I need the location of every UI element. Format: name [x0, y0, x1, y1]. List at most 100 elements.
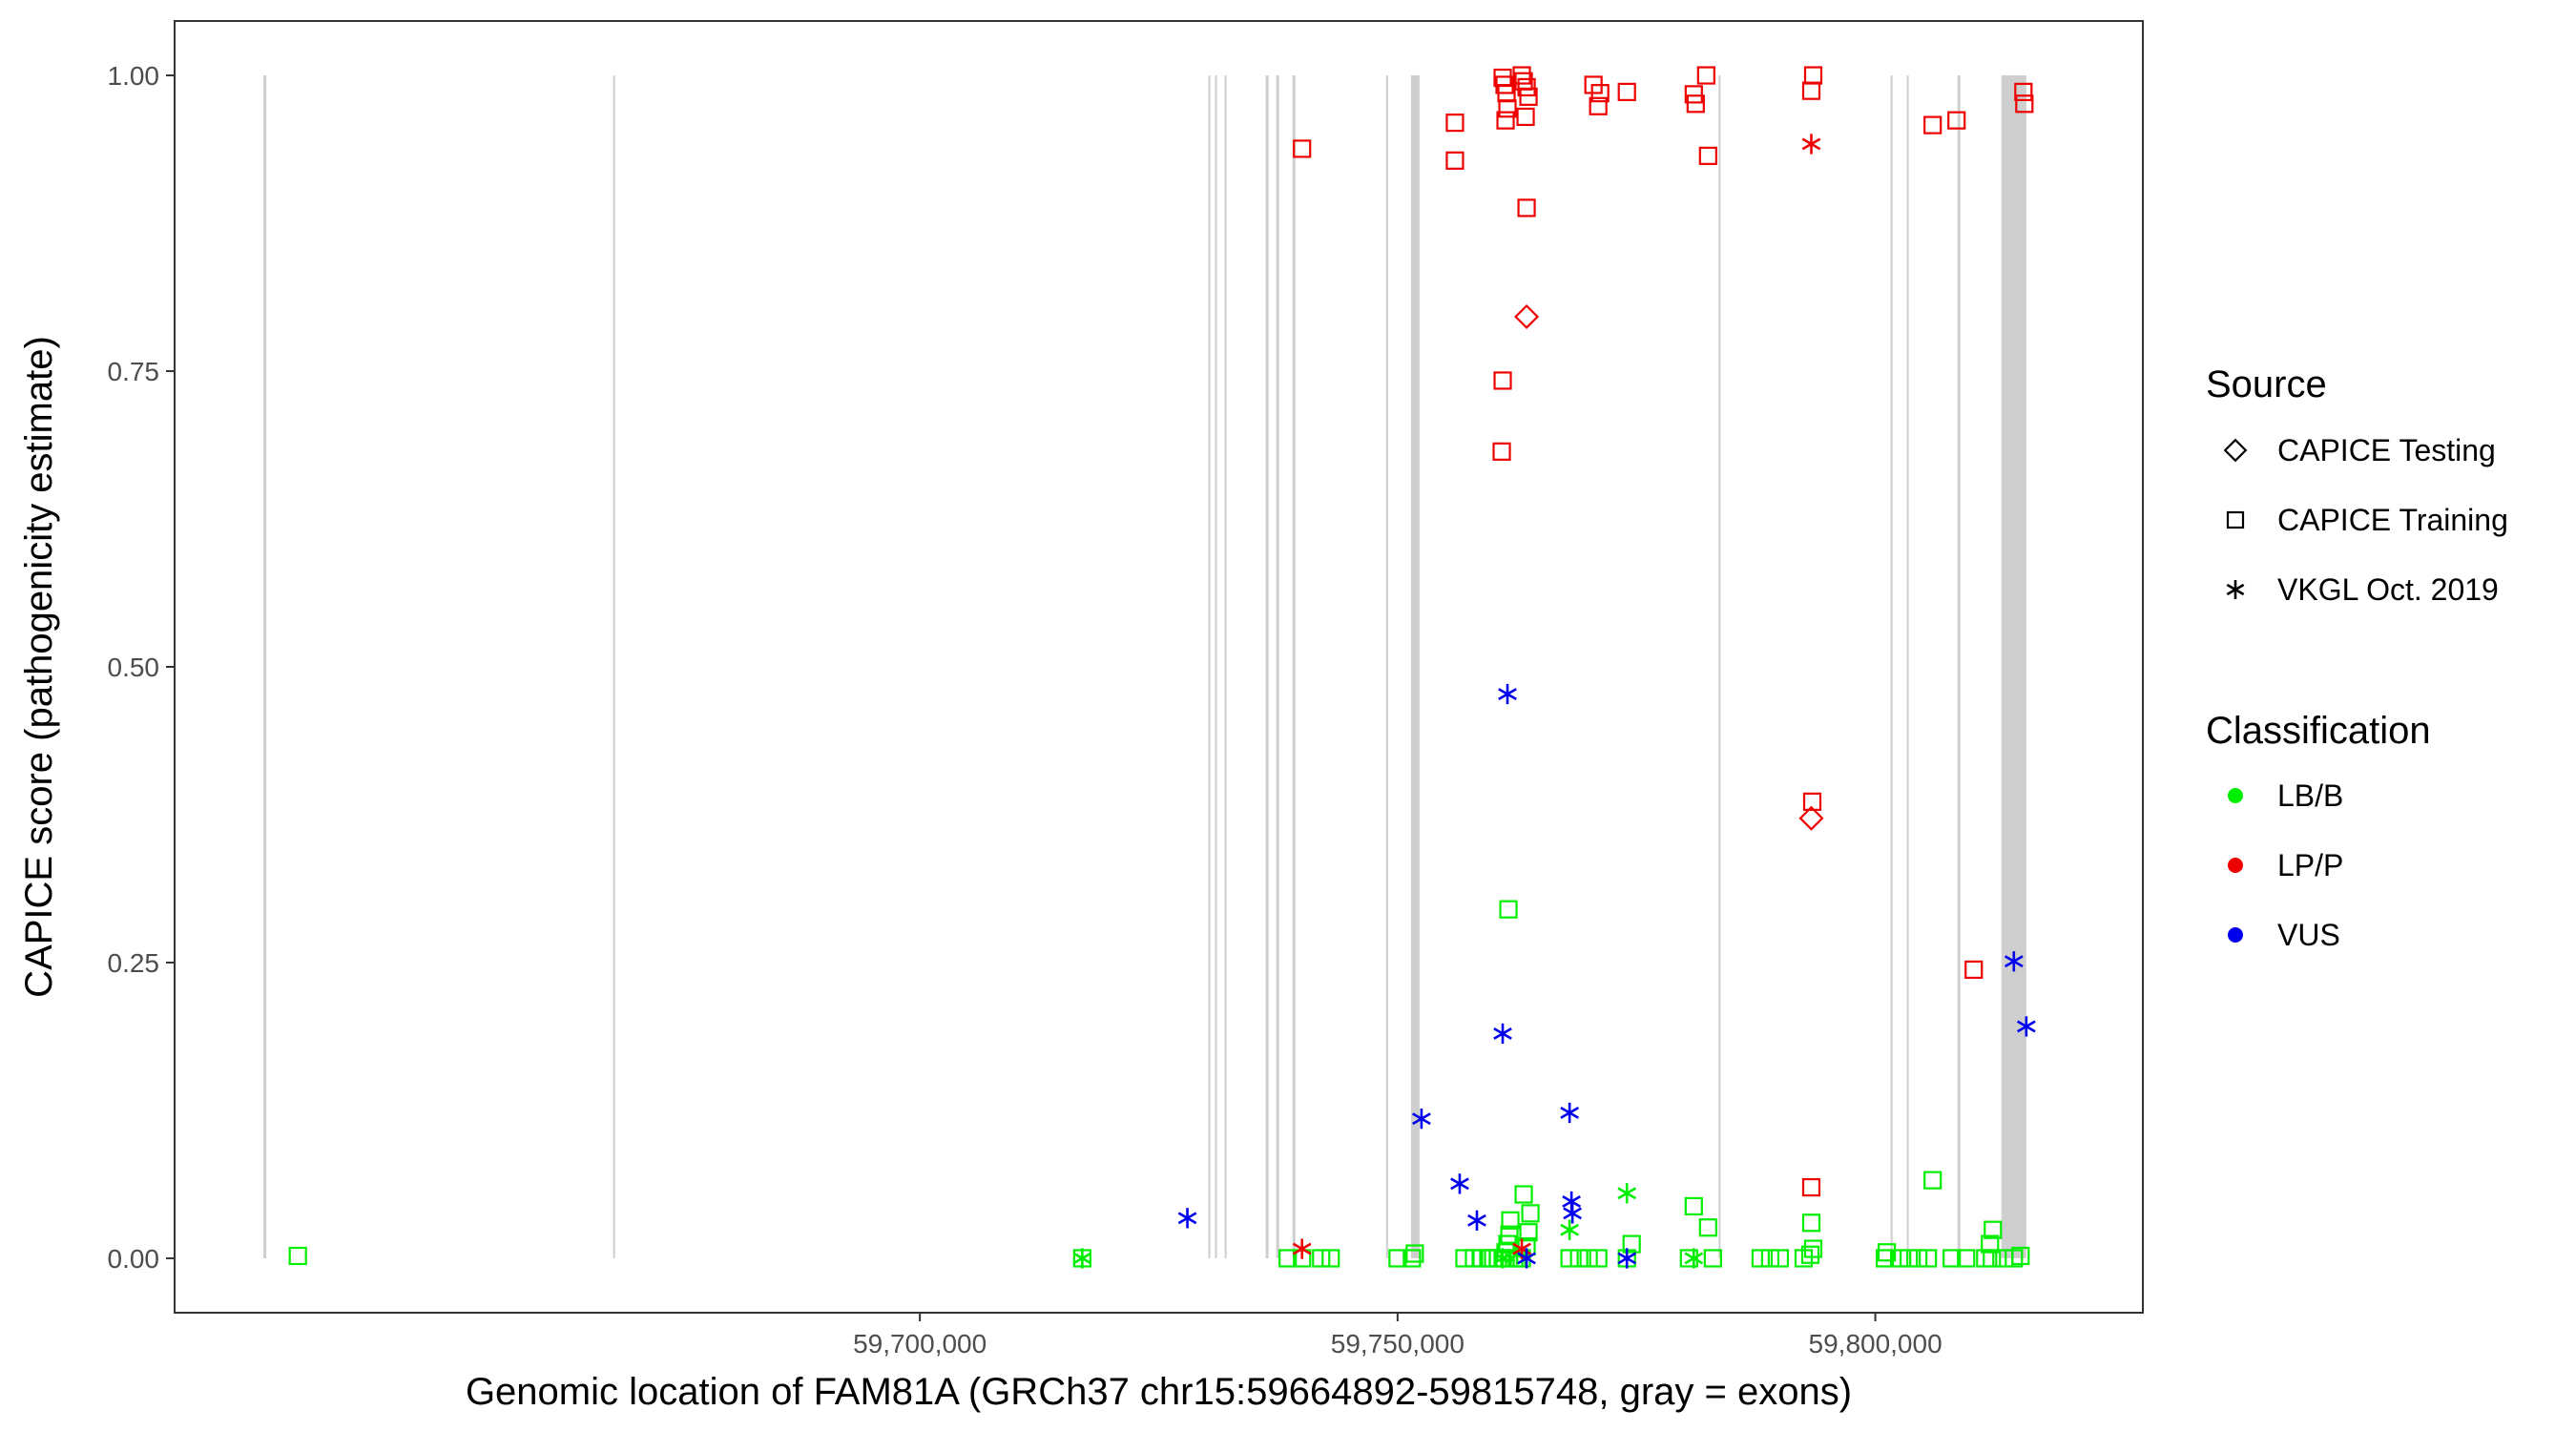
legend-label: LP/P [2277, 848, 2343, 882]
data-point [1760, 1249, 1780, 1268]
data-point [1684, 1248, 1704, 1269]
y-tick-label: 0.00 [108, 1244, 160, 1274]
y-tick-label: 0.50 [108, 653, 160, 682]
data-point [1919, 1249, 1938, 1268]
data-point [1493, 371, 1512, 390]
data-point [1798, 805, 1824, 831]
data-point [1890, 1249, 1909, 1268]
data-point [1312, 1249, 1331, 1268]
legend-classification: Classification LB/B LP/P VUS [2206, 710, 2431, 952]
legend-title: Source [2206, 363, 2327, 405]
data-point [1445, 151, 1465, 170]
data-point [1801, 81, 1821, 100]
data-point [1684, 1196, 1703, 1216]
data-point [1521, 1204, 1540, 1223]
data-point [1496, 111, 1515, 130]
data-point [1293, 139, 1312, 158]
data-point [2011, 1246, 2030, 1266]
data-point [1617, 1248, 1637, 1269]
data-point [1909, 1249, 1928, 1268]
legend-label: CAPICE Training [2277, 503, 2508, 537]
exon-band [1224, 75, 1227, 1258]
data-point [1698, 1218, 1717, 1237]
data-point [1493, 1248, 1512, 1269]
data-point [1589, 96, 1608, 115]
legend-title: Classification [2206, 710, 2431, 752]
exon-band [2001, 75, 2026, 1258]
data-point [2004, 951, 2024, 972]
exon-band [1410, 75, 1420, 1258]
data-point [1622, 1234, 1641, 1254]
data-point [2016, 1016, 2036, 1037]
data-point [1450, 1173, 1469, 1194]
data-point [1947, 111, 1966, 130]
data-point [1923, 1171, 1942, 1190]
data-point [1703, 1249, 1722, 1268]
legend-key [2226, 510, 2245, 529]
legend-key [2226, 580, 2245, 599]
data-point [1514, 303, 1540, 330]
data-point [1514, 1185, 1533, 1204]
exon-band [1265, 75, 1269, 1258]
y-tick-label: 0.25 [108, 948, 160, 978]
data-point [1684, 85, 1703, 104]
exon-band [1276, 75, 1279, 1258]
data-point [1492, 442, 1511, 461]
x-tick-label: 59,750,000 [1331, 1329, 1465, 1358]
legend-key [2228, 927, 2243, 943]
exon-band [1718, 75, 1721, 1258]
data-point [1696, 66, 1715, 85]
data-point [1512, 66, 1531, 85]
exon-bands [263, 75, 2026, 1258]
x-axis: 59,700,000 59,750,000 59,800,000 [853, 1313, 1942, 1358]
data-point [1412, 1109, 1431, 1130]
y-tick-label: 0.75 [108, 357, 160, 386]
data-point [1519, 1223, 1538, 1242]
data-point [1292, 1238, 1312, 1259]
data-point [1679, 1249, 1698, 1268]
data-point [1984, 1220, 2003, 1239]
data-point [1957, 1249, 1976, 1268]
data-point [1698, 146, 1717, 165]
data-point [288, 1246, 307, 1266]
y-axis: 0.00 0.25 0.50 0.75 1.00 [108, 61, 175, 1274]
data-point [1923, 115, 1942, 135]
y-axis-title: CAPICE score (pathogenicity estimate) [18, 336, 60, 998]
data-point [1983, 1249, 2002, 1268]
data-point [1445, 114, 1465, 133]
data-point [1516, 107, 1535, 127]
data-point [1321, 1249, 1340, 1268]
x-tick-label: 59,700,000 [853, 1329, 987, 1358]
legend: Source CAPICE Testing CAPICE Training VKGL … [2206, 363, 2508, 952]
y-tick-label: 1.00 [108, 61, 160, 91]
data-point [2005, 1249, 2024, 1268]
data-point [1878, 1243, 1897, 1262]
data-point [1569, 1249, 1589, 1268]
data-point [1278, 1249, 1298, 1268]
data-point [1590, 84, 1610, 103]
exon-band [263, 75, 267, 1258]
data-point [1589, 1249, 1608, 1268]
legend-label: LB/B [2277, 778, 2343, 813]
x-tick-label: 59,800,000 [1809, 1329, 1942, 1358]
data-point [1802, 792, 1822, 811]
legend-key [2223, 438, 2248, 463]
data-point [1560, 1102, 1579, 1124]
data-point [1498, 683, 1517, 705]
data-point [1517, 198, 1536, 218]
x-axis-title: Genomic location of FAM81A (GRCh37 chr15… [466, 1371, 1852, 1413]
data-point [1801, 1213, 1821, 1233]
legend-label: CAPICE Testing [2277, 433, 2496, 467]
exon-band [1890, 75, 1893, 1258]
data-point [1751, 1249, 1771, 1268]
data-point [1563, 1203, 1582, 1224]
exon-band [1215, 75, 1217, 1258]
data-point [1493, 1023, 1512, 1045]
data-point [1617, 82, 1636, 101]
data-point [1517, 77, 1536, 97]
data-point [1942, 1249, 1962, 1268]
data-point [1900, 1249, 1919, 1268]
data-point [2015, 94, 2034, 114]
exon-band [1292, 75, 1296, 1258]
